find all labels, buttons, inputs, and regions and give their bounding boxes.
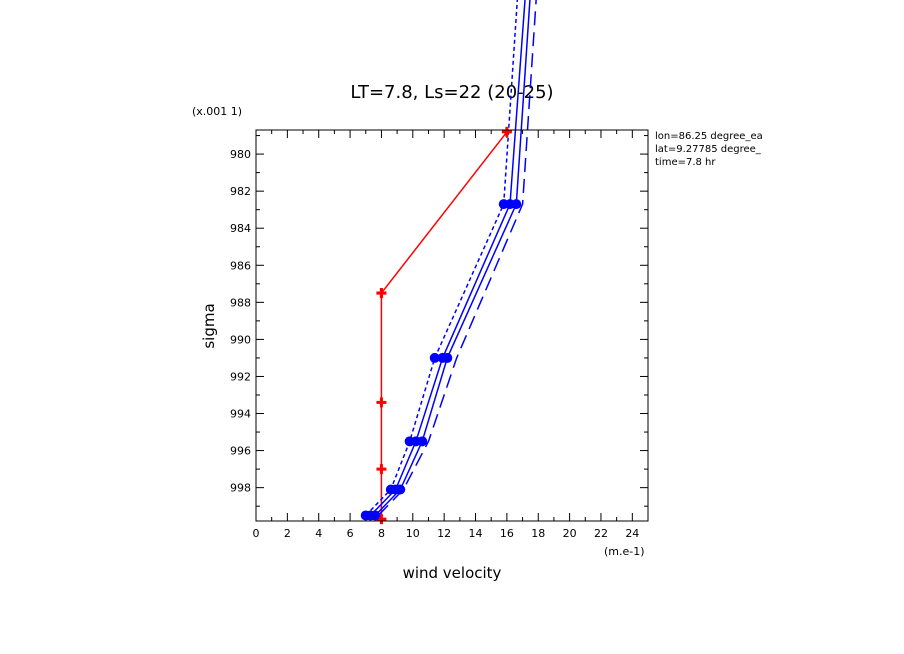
y-tick-label: 986 (230, 259, 251, 272)
x-tick-label: 10 (406, 527, 420, 540)
chart-title: LT=7.8, Ls=22 (20-25) (350, 82, 553, 103)
series-1-point (376, 464, 387, 475)
y-tick-label: 996 (230, 445, 251, 458)
x-tick-label: 2 (284, 527, 291, 540)
series-4-point (442, 352, 453, 363)
x-tick-label: 20 (563, 527, 577, 540)
marker-layer (360, 126, 522, 525)
y-axis-label: sigma (200, 303, 218, 348)
x-tick-label: 18 (531, 527, 545, 540)
y-scale-note: (x.001 1) (192, 105, 242, 118)
series-3-point (429, 352, 440, 363)
annotation-time: time=7.8 hr (655, 157, 716, 168)
series-line-1 (380, 131, 508, 520)
x-tick-label: 4 (315, 527, 322, 540)
series-3-point (360, 510, 371, 521)
x-tick-label: 22 (594, 527, 608, 540)
axis-tick-labels: 0 2 4 6 8 10 12 14 16 18 20 22 249809829849869889909… (230, 148, 639, 540)
y-tick-label: 992 (230, 370, 251, 383)
series-4-point (511, 199, 522, 210)
series-1-point (501, 126, 512, 137)
x-axis-label: wind velocity (403, 564, 502, 582)
series-line-5 (377, 0, 537, 516)
annotation-lat: lat=9.27785 degree_ (655, 144, 762, 155)
y-tick-label: 994 (230, 408, 251, 421)
x-tick-label: 0 (253, 527, 260, 540)
x-tick-label: 8 (378, 527, 385, 540)
series-line-3 (365, 0, 519, 516)
series-1-point (376, 288, 387, 299)
series-line-2 (369, 0, 526, 516)
series-layer (365, 0, 537, 520)
y-tick-label: 984 (230, 222, 251, 235)
series-1-point (376, 397, 387, 408)
series-line-4 (374, 0, 531, 516)
y-tick-label: 982 (230, 185, 251, 198)
x-tick-label: 16 (500, 527, 514, 540)
x-tick-label: 6 (347, 527, 354, 540)
y-tick-label: 980 (230, 148, 251, 161)
series-3-point (404, 436, 415, 447)
series-4-point (370, 510, 381, 521)
series-4-point (417, 436, 428, 447)
y-tick-label: 998 (230, 482, 251, 495)
y-tick-label: 990 (230, 333, 251, 346)
x-unit: (m.e-1) (604, 545, 645, 558)
x-tick-label: 14 (469, 527, 483, 540)
y-tick-label: 988 (230, 296, 251, 309)
axis-ticks (255, 130, 648, 521)
annotation-lon: lon=86.25 degree_ea (655, 131, 763, 142)
plot-frame (255, 129, 649, 522)
series-4-point (395, 484, 406, 495)
series-3-point (498, 199, 509, 210)
x-tick-label: 12 (437, 527, 451, 540)
x-tick-label: 24 (625, 527, 639, 540)
series-3-point (385, 484, 396, 495)
